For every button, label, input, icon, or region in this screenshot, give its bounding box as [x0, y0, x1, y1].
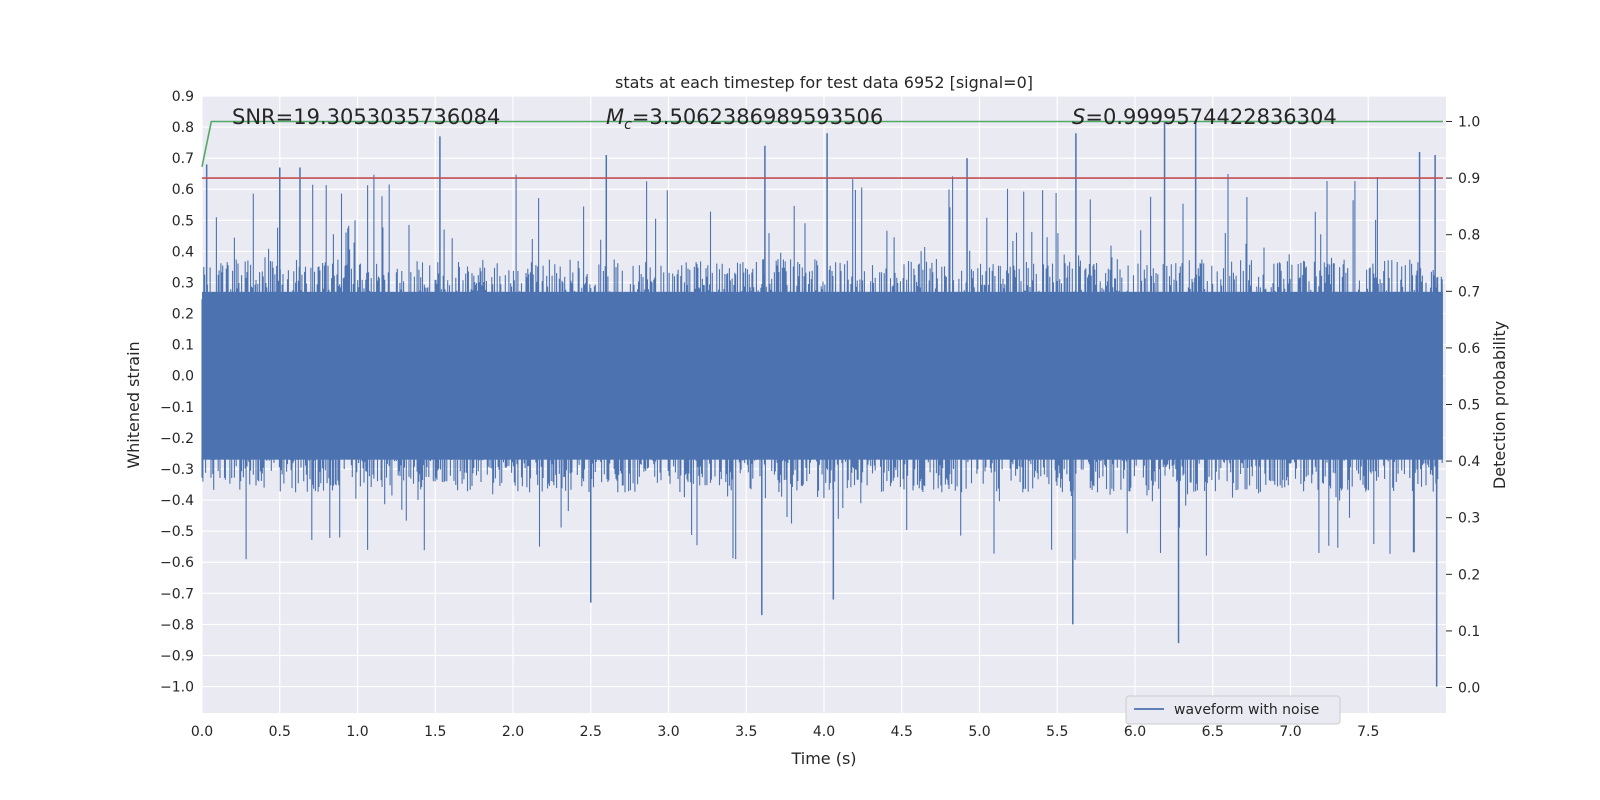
x-tick-label: 4.0 — [813, 724, 835, 740]
x-tick-label: 2.0 — [502, 724, 524, 740]
chirp-mass-annotation: Mc=3.5062386989593506 — [606, 105, 883, 133]
y2-tick-label: 0.6 — [1458, 341, 1480, 357]
legend-box — [1125, 695, 1341, 725]
x-tick-label: 3.0 — [657, 724, 679, 740]
x-tick-label: 1.5 — [424, 724, 446, 740]
y-tick-label: 0.0 — [172, 369, 194, 385]
y-tick-label: −0.8 — [160, 617, 194, 633]
x-tick-label: 0.0 — [191, 724, 213, 740]
y-tick-label: 0.5 — [172, 213, 194, 229]
y-tick-label: 0.3 — [172, 275, 194, 291]
y2-tick-label: 0.2 — [1458, 567, 1480, 583]
mc-value: =3.5062386989593506 — [632, 105, 883, 129]
s-symbol: S — [1072, 105, 1085, 129]
y-tick-label: 0.9 — [172, 89, 194, 105]
y-tick-label: −0.3 — [160, 462, 194, 478]
y-tick-label: −1.0 — [160, 680, 194, 696]
mc-symbol: M — [606, 105, 624, 129]
legend-entry: waveform with noise — [1174, 702, 1319, 718]
chart-title: stats at each timestep for test data 695… — [615, 73, 1033, 92]
y-tick-label: −0.6 — [160, 555, 194, 571]
x-tick-label: 7.5 — [1357, 724, 1379, 740]
y-tick-label: 0.7 — [172, 151, 194, 167]
y2-tick-label: 0.4 — [1458, 454, 1480, 470]
y2-ticks: 1.0 0.9 0.8 0.7 0.6 0.5 0.4 0.3 0.2 0.1 0.0 — [1446, 114, 1480, 697]
x-tick-label: 5.0 — [968, 724, 990, 740]
x-tick-label: 6.5 — [1202, 724, 1224, 740]
y-tick-label: −0.1 — [160, 400, 194, 416]
x-axis-label: Time (s) — [790, 749, 856, 768]
legend: waveform with noise — [1125, 695, 1341, 725]
y-tick-label: −0.9 — [160, 648, 194, 664]
score-annotation: S=0.9999574422836304 — [1072, 105, 1337, 129]
y2-tick-label: 0.9 — [1458, 171, 1480, 187]
s-value: =0.9999574422836304 — [1085, 105, 1336, 129]
waveform-series — [201, 120, 1443, 687]
detection-probability-line — [201, 120, 1443, 167]
waveform-core — [202, 291, 1443, 460]
y-tick-label: 0.8 — [172, 120, 194, 136]
y2-tick-label: 0.8 — [1458, 228, 1480, 244]
y-tick-label: −0.5 — [160, 524, 194, 540]
y-axis-label: Whitened strain — [124, 341, 143, 468]
x-tick-label: 0.5 — [269, 724, 291, 740]
y-tick-label: 0.4 — [172, 244, 194, 260]
y-tick-label: 0.1 — [172, 338, 194, 354]
y2-axis-label: Detection probability — [1490, 321, 1509, 489]
y-tick-label: 0.6 — [172, 182, 194, 198]
y-tick-label: 0.2 — [172, 307, 194, 323]
snr-annotation: SNR=19.3053035736084 — [232, 105, 500, 129]
y-tick-label: −0.2 — [160, 431, 194, 447]
y-tick-label: −0.7 — [160, 586, 194, 602]
mc-subscript: c — [624, 117, 632, 133]
x-tick-label: 2.5 — [580, 724, 602, 740]
y2-tick-label: 0.0 — [1458, 681, 1480, 697]
x-tick-label: 3.5 — [735, 724, 757, 740]
x-tick-label: 1.0 — [346, 724, 368, 740]
x-tick-label: 4.5 — [891, 724, 913, 740]
y2-tick-label: 0.1 — [1458, 624, 1480, 640]
probability-series — [201, 120, 1443, 179]
y2-tick-label: 1.0 — [1458, 114, 1480, 130]
x-tick-label: 5.5 — [1046, 724, 1068, 740]
y2-tick-label: 0.5 — [1458, 398, 1480, 414]
y2-tick-label: 0.7 — [1458, 284, 1480, 300]
y-ticks: 0.9 0.8 0.7 0.6 0.5 0.4 0.3 0.2 0.1 0.0 −0.1 −0.2 −0… — [160, 89, 194, 696]
y-tick-label: −0.4 — [160, 493, 194, 509]
y2-tick-label: 0.3 — [1458, 511, 1480, 527]
x-tick-label: 7.0 — [1279, 724, 1301, 740]
x-tick-label: 6.0 — [1124, 724, 1146, 740]
x-ticks: 0.0 0.5 1.0 1.5 2.0 2.5 3.0 3.5 4.0 4.5 5.0 5.5 6.0 6… — [191, 724, 1380, 740]
